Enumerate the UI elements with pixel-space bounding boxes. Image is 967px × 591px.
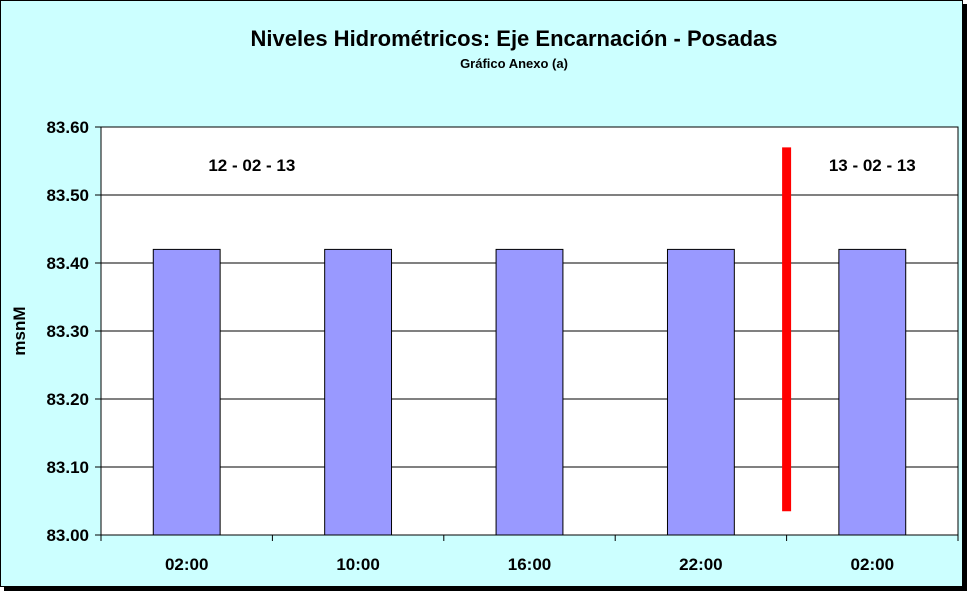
x-tick-label: 02:00 <box>851 555 894 574</box>
x-tick-label: 22:00 <box>679 555 722 574</box>
bar <box>838 248 907 536</box>
chart-subtitle: Gráfico Anexo (a) <box>460 56 568 71</box>
bar <box>152 248 221 536</box>
y-tick-label: 83.10 <box>46 458 89 477</box>
x-tick-label: 10:00 <box>336 555 379 574</box>
bar <box>324 248 393 536</box>
y-tick-label: 83.20 <box>46 390 89 409</box>
x-tick-label: 02:00 <box>165 555 208 574</box>
y-tick-label: 83.40 <box>46 254 89 273</box>
x-ticks: 02:00 10:00 16:00 22:00 02:00 <box>165 555 894 574</box>
axis-marks <box>95 126 959 541</box>
date-annotation: 13 - 02 - 13 <box>829 156 916 175</box>
date-annotation: 12 - 02 - 13 <box>208 156 295 175</box>
chart-title: Niveles Hidrométricos: Eje Encarnación -… <box>251 26 778 51</box>
bar <box>495 248 564 536</box>
y-tick-label: 83.50 <box>46 186 89 205</box>
bars <box>152 248 907 536</box>
x-tick-label: 16:00 <box>508 555 551 574</box>
annotations: 12 - 02 - 13 13 - 02 - 13 <box>208 147 916 512</box>
y-ticks: 83.60 83.50 83.40 83.30 83.20 83.10 83.00 <box>46 118 89 545</box>
bar <box>666 248 735 536</box>
y-tick-label: 83.60 <box>46 118 89 137</box>
y-axis-label: msnM <box>10 306 29 355</box>
y-tick-label: 83.00 <box>46 526 89 545</box>
y-tick-label: 83.30 <box>46 322 89 341</box>
